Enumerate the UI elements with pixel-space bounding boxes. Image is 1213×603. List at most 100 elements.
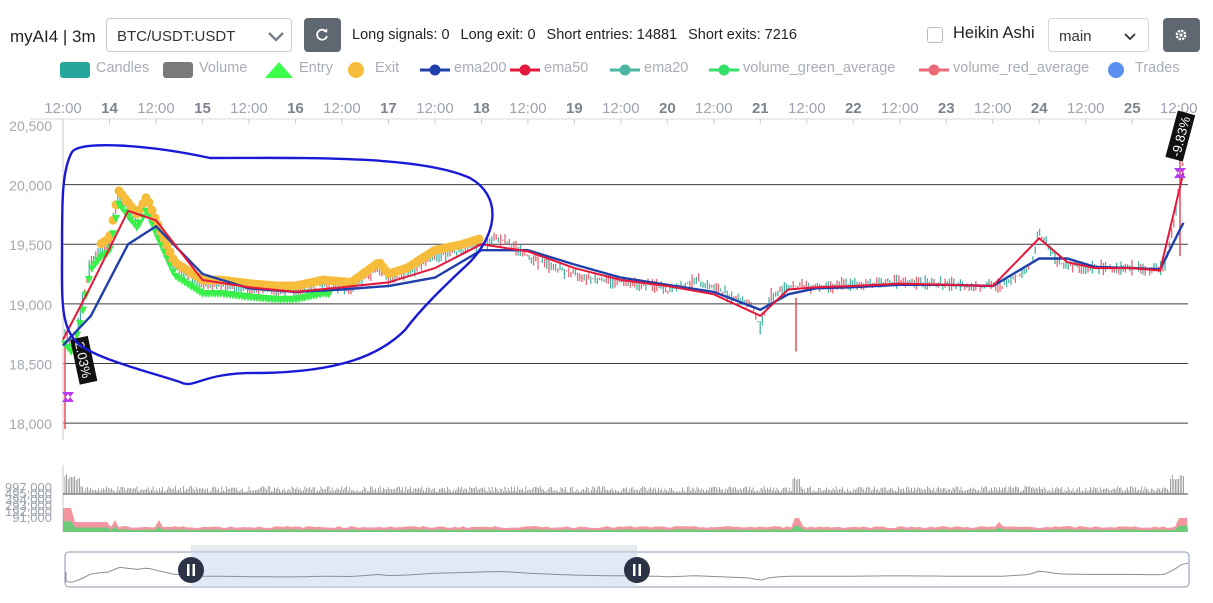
legend-item-ema200[interactable]: ema200	[420, 60, 506, 76]
legend-swatch-icon	[709, 64, 739, 76]
y-axis-tick-label: 18,000	[9, 416, 52, 432]
trade-label-bg	[70, 335, 98, 385]
heikin-ashi-checkbox[interactable]	[927, 27, 943, 43]
pause-icon	[187, 564, 190, 576]
app-title: myAI4 | 3m	[10, 27, 96, 46]
long-signals-text: Long signals: 0	[352, 27, 450, 43]
x-axis-tick-label: 21	[752, 100, 769, 117]
x-axis-tick-label: 24	[1031, 100, 1048, 117]
volume-red-average	[63, 508, 1188, 532]
x-axis-tick-label: 12:00	[509, 100, 547, 117]
legend-item-candles[interactable]: Candles	[60, 60, 149, 78]
legend-swatch-icon	[420, 64, 450, 76]
volume-axis-tick-label: 293,000	[5, 498, 52, 513]
legend-label: ema200	[454, 60, 507, 76]
trade-label-bg	[1165, 110, 1196, 162]
pause-icon	[638, 564, 641, 576]
legend-label: Trades	[1135, 60, 1180, 76]
exit-marker	[147, 205, 157, 215]
zoom-slider-handle[interactable]	[624, 557, 650, 583]
pause-icon	[633, 564, 636, 576]
zoom-slider-range-bar[interactable]	[191, 545, 637, 551]
exit-marker	[165, 247, 175, 257]
refresh-button[interactable]	[304, 18, 341, 52]
pair-select-value: BTC/USDT:USDT	[117, 28, 236, 45]
legend-item-exit[interactable]: Exit	[347, 60, 400, 78]
legend-label: volume_green_average	[743, 60, 896, 76]
volume-axis-tick-label: 997,000	[5, 480, 52, 495]
legend-item-ema50[interactable]: ema50	[510, 60, 588, 76]
zoom-slider-handle[interactable]	[178, 557, 204, 583]
legend-swatch-icon	[610, 64, 640, 76]
toolbar: myAI4 | 3m BTC/USDT:USDT Long signals: 0…	[0, 0, 1213, 60]
x-axis-tick-label: 12:00	[974, 100, 1012, 117]
entry-marker	[79, 306, 87, 315]
trade-marker[interactable]	[1174, 168, 1186, 178]
y-axis-tick-label: 20,500	[9, 118, 52, 134]
refresh-icon	[316, 28, 328, 41]
legend-item-volume-green-average[interactable]: volume_green_average	[709, 60, 895, 76]
annotation-circle	[60, 143, 494, 386]
exit-marker	[144, 197, 154, 207]
y-axis-tick-label: 18,500	[9, 356, 52, 372]
legend-item-entry[interactable]: Entry	[264, 60, 333, 78]
series-line-ema200	[62, 222, 1185, 347]
plot-config-value: main	[1059, 28, 1092, 45]
x-axis-tick-label: 25	[1124, 100, 1141, 117]
entry-marker	[85, 275, 93, 284]
x-axis-tick-label: 22	[845, 100, 862, 117]
legend-swatch-icon	[510, 64, 540, 76]
trade-label-left: 2.03%	[70, 335, 98, 385]
legend-swatch-icon	[1108, 62, 1124, 78]
x-axis-tick-label: 17	[380, 100, 397, 117]
legend-swatch-icon	[348, 62, 364, 78]
legend-label: volume_red_average	[953, 60, 1090, 76]
legend-item-ema20[interactable]: ema20	[610, 60, 688, 76]
legend-label: ema50	[544, 60, 589, 76]
x-axis-tick-label: 12:00	[416, 100, 454, 117]
legend-label: ema20	[644, 60, 689, 76]
trade-marker[interactable]	[62, 392, 74, 402]
volume-green-average	[63, 521, 1188, 532]
entry-marker	[112, 214, 120, 223]
legend-item-trades[interactable]: Trades	[1107, 60, 1180, 78]
plot-config-select[interactable]: main	[1048, 18, 1149, 52]
x-axis-tick-label: 14	[101, 100, 118, 117]
legend-swatch-icon	[60, 62, 90, 78]
short-entries-text: Short entries: 14881	[546, 27, 678, 43]
pause-icon	[192, 564, 195, 576]
chart-legend: Candles Volume Entry Exit ema200 ema50 ema20 vo…	[0, 58, 1213, 80]
volume-axis-tick-label: 394,000	[5, 492, 52, 507]
legend-swatch-icon	[163, 62, 193, 78]
legend-swatch-icon	[265, 62, 293, 78]
x-axis-tick-label: 12:00	[137, 100, 175, 117]
x-axis-tick-label: 12:00	[881, 100, 919, 117]
x-axis-tick-label: 12:00	[323, 100, 361, 117]
x-axis-tick-label: 12:00	[788, 100, 826, 117]
pair-select[interactable]: BTC/USDT:USDT	[106, 18, 292, 52]
x-axis-tick-label: 12:00	[44, 100, 82, 117]
x-axis-tick-label: 19	[566, 100, 583, 117]
exit-marker	[162, 240, 172, 250]
legend-item-volume[interactable]: Volume	[163, 60, 248, 78]
heikin-ashi-label[interactable]: Heikin Ashi	[953, 24, 1035, 42]
series-line-ema50	[62, 172, 1185, 341]
x-axis-tick-label: 15	[194, 100, 211, 117]
entry-marker	[133, 223, 141, 232]
y-axis-tick-label: 19,500	[9, 237, 52, 253]
exit-marker	[474, 234, 484, 244]
x-axis-tick-label: 12:00	[230, 100, 268, 117]
legend-item-volume-red-average[interactable]: volume_red_average	[919, 60, 1089, 76]
long-exit-text: Long exit: 0	[460, 27, 536, 43]
x-axis-tick-label: 18	[473, 100, 490, 117]
entry-marker	[169, 268, 177, 277]
volume-axis-tick-label: 495,000	[5, 486, 52, 501]
legend-label: Volume	[199, 60, 248, 76]
signal-stats: Long signals: 0 Long exit: 0 Short entries…	[352, 27, 808, 43]
settings-button[interactable]	[1163, 18, 1200, 52]
legend-label: Exit	[375, 60, 400, 76]
legend-label: Entry	[299, 60, 333, 76]
x-axis-tick-label: 12:00	[695, 100, 733, 117]
volume-axis-tick-label: 192,000	[5, 504, 52, 519]
